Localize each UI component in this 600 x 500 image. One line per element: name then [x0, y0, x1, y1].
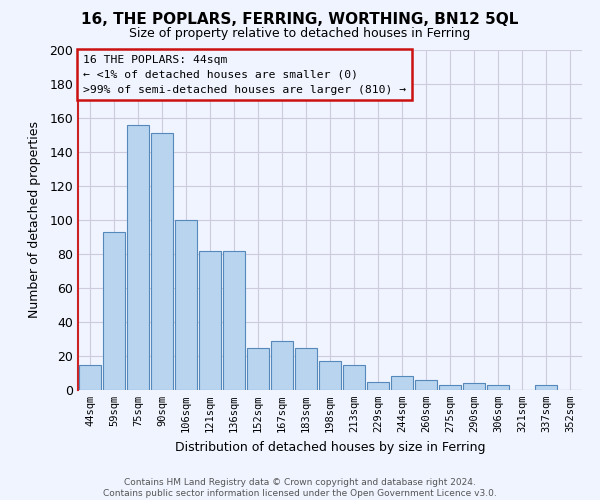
Bar [103, 232, 125, 390]
Bar [487, 385, 509, 390]
Bar [343, 364, 365, 390]
Bar [199, 250, 221, 390]
Bar [295, 348, 317, 390]
Bar [439, 385, 461, 390]
Bar [367, 382, 389, 390]
Bar [415, 380, 437, 390]
Bar [127, 125, 149, 390]
Bar [463, 383, 485, 390]
Text: 16, THE POPLARS, FERRING, WORTHING, BN12 5QL: 16, THE POPLARS, FERRING, WORTHING, BN12… [82, 12, 518, 28]
Bar [391, 376, 413, 390]
Bar [535, 385, 557, 390]
Text: Contains HM Land Registry data © Crown copyright and database right 2024.
Contai: Contains HM Land Registry data © Crown c… [103, 478, 497, 498]
Bar [271, 340, 293, 390]
Bar [151, 134, 173, 390]
Bar [79, 364, 101, 390]
Bar [223, 250, 245, 390]
Text: 16 THE POPLARS: 44sqm
← <1% of detached houses are smaller (0)
>99% of semi-deta: 16 THE POPLARS: 44sqm ← <1% of detached … [83, 55, 406, 94]
Bar [247, 348, 269, 390]
Bar [175, 220, 197, 390]
Text: Size of property relative to detached houses in Ferring: Size of property relative to detached ho… [130, 28, 470, 40]
Bar [319, 361, 341, 390]
Y-axis label: Number of detached properties: Number of detached properties [28, 122, 41, 318]
X-axis label: Distribution of detached houses by size in Ferring: Distribution of detached houses by size … [175, 440, 485, 454]
